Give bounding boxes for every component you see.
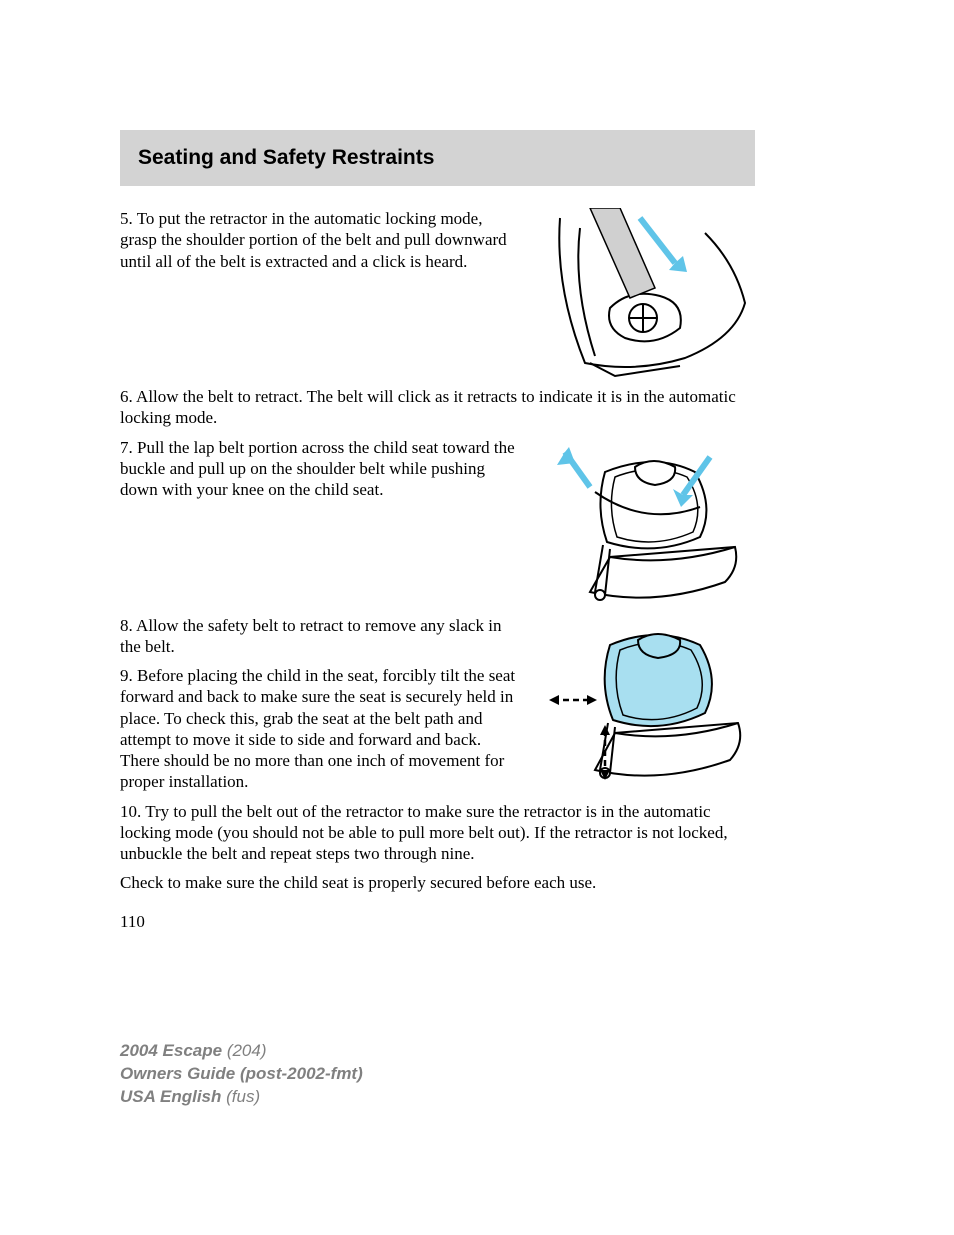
step-5-text: 5. To put the retractor in the automatic… (120, 208, 519, 272)
step-8-9-row: 8. Allow the safety belt to retract to r… (120, 615, 755, 793)
section-header-bar: Seating and Safety Restraints (120, 130, 755, 186)
figure-1 (535, 208, 755, 378)
check-text: Check to make sure the child seat is pro… (120, 872, 755, 893)
footer-line-2: Owners Guide (post-2002-fmt) (120, 1063, 363, 1086)
step-6-text: 6. Allow the belt to retract. The belt w… (120, 386, 755, 429)
footer-line-3: USA English (fus) (120, 1086, 363, 1109)
page-number: 110 (120, 912, 755, 932)
step-7-text: 7. Pull the lap belt portion across the … (120, 437, 519, 501)
footer-model: 2004 Escape (120, 1041, 222, 1060)
step-8-text: 8. Allow the safety belt to retract to r… (120, 615, 519, 658)
figure-3 (535, 615, 755, 785)
section-title: Seating and Safety Restraints (138, 146, 737, 170)
step-8-9-col: 8. Allow the safety belt to retract to r… (120, 615, 519, 793)
footer-model-code: (204) (222, 1041, 266, 1060)
figure-2 (535, 437, 755, 607)
footer: 2004 Escape (204) Owners Guide (post-200… (120, 1040, 363, 1109)
step-7-row: 7. Pull the lap belt portion across the … (120, 437, 755, 607)
step-10-text: 10. Try to pull the belt out of the retr… (120, 801, 755, 865)
step-9-text: 9. Before placing the child in the seat,… (120, 665, 519, 793)
footer-guide: Owners Guide (post-2002-fmt) (120, 1064, 363, 1083)
step-5-row: 5. To put the retractor in the automatic… (120, 208, 755, 378)
footer-lang-code: (fus) (221, 1087, 260, 1106)
page-container: Seating and Safety Restraints 5. To put … (120, 130, 755, 932)
footer-lang: USA English (120, 1087, 221, 1106)
footer-line-1: 2004 Escape (204) (120, 1040, 363, 1063)
